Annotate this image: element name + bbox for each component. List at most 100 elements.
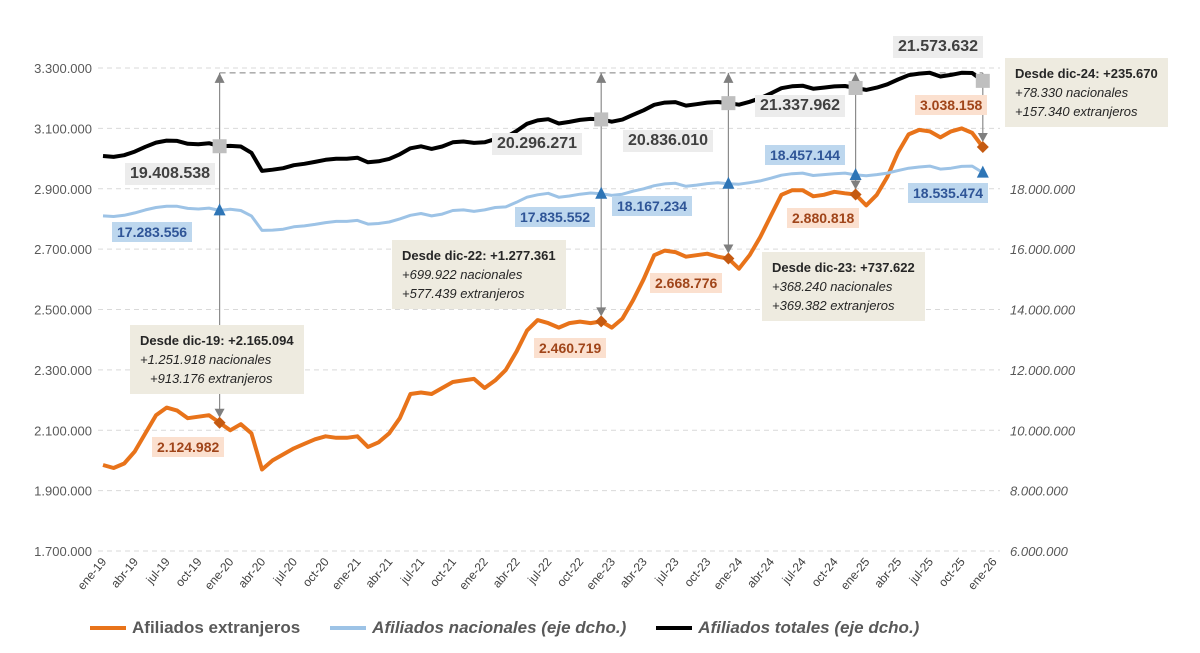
label-ext-dic24: 2.880.818 xyxy=(787,208,860,228)
label-nac-dic19: 17.283.556 xyxy=(112,222,193,242)
x-tick-label: abr-20 xyxy=(235,555,268,591)
left-tick-label: 3.100.000 xyxy=(34,121,92,136)
annotation-ext: +157.340 extranjeros xyxy=(1015,104,1138,119)
legend-swatch xyxy=(656,626,693,630)
marker-extranjeros xyxy=(976,141,989,154)
right-tick-label: 14.000.000 xyxy=(1010,303,1076,318)
x-tick-label: ene-26 xyxy=(965,555,1000,593)
series-line-totales xyxy=(102,70,984,173)
x-tick-label: oct-25 xyxy=(936,555,968,590)
marker-totales xyxy=(975,73,990,88)
annotation-dic24: Desde dic-24: +235.670 +78.330 nacionale… xyxy=(1005,58,1168,127)
right-tick-label: 10.000.000 xyxy=(1010,423,1076,438)
x-tick-label: oct-20 xyxy=(300,555,332,590)
arrow-head-down xyxy=(850,180,861,190)
right-tick-label: 16.000.000 xyxy=(1010,242,1076,257)
left-tick-label: 1.700.000 xyxy=(34,544,92,559)
x-tick-label: ene-25 xyxy=(838,555,873,593)
legend-item-totales: Afiliados totales (eje dcho.) xyxy=(656,618,919,638)
label-ext-dic19: 2.124.982 xyxy=(152,437,225,457)
x-tick-label: jul-23 xyxy=(651,555,681,587)
label-total-dic22: 20.296.271 xyxy=(492,133,583,155)
label-total-dic25: 21.573.632 xyxy=(893,36,984,58)
annotation-title: Desde dic-24: +235.670 xyxy=(1015,66,1158,81)
legend-item-extranjeros: Afiliados extranjeros xyxy=(90,618,300,638)
marker-extranjeros xyxy=(595,315,608,328)
arrow-head-up xyxy=(723,72,734,83)
marker-totales xyxy=(848,80,863,95)
right-tick-label: 12.000.000 xyxy=(1010,363,1076,378)
arrow-head-down xyxy=(723,244,734,254)
annotation-nac: +368.240 nacionales xyxy=(772,279,893,294)
left-tick-label: 2.700.000 xyxy=(34,242,92,257)
legend-swatch xyxy=(330,626,367,630)
label-ext-dic25: 3.038.158 xyxy=(915,95,988,115)
x-tick-label: abr-25 xyxy=(871,555,904,591)
annotation-dic19: Desde dic-19: +2.165.094 +1.251.918 naci… xyxy=(130,325,304,394)
x-tick-label: jul-24 xyxy=(779,555,809,587)
marker-nacionales xyxy=(213,203,226,216)
label-nac-dic24: 18.457.144 xyxy=(765,145,846,165)
marker-extranjeros xyxy=(722,252,735,265)
annotation-nac: +699.922 nacionales xyxy=(402,267,523,282)
marker-nacionales xyxy=(595,186,608,199)
left-tick-label: 2.300.000 xyxy=(34,363,92,378)
x-tick-label: abr-23 xyxy=(617,555,650,591)
x-tick-label: ene-24 xyxy=(711,555,746,593)
annotation-title: Desde dic-22: +1.277.361 xyxy=(402,248,556,263)
x-tick-label: abr-22 xyxy=(490,555,523,591)
label-total-dic19: 19.408.538 xyxy=(125,163,216,185)
marker-extranjeros xyxy=(849,188,862,201)
legend-label: Afiliados totales (eje dcho.) xyxy=(698,618,920,637)
left-tick-label: 2.500.000 xyxy=(34,303,92,318)
right-tick-label: 6.000.000 xyxy=(1010,544,1069,559)
annotation-title: Desde dic-23: +737.622 xyxy=(772,260,915,275)
x-tick-label: ene-20 xyxy=(202,555,237,593)
marker-nacionales xyxy=(976,165,989,178)
x-tick-label: abr-24 xyxy=(744,555,777,591)
label-nac-dic23: 18.167.234 xyxy=(612,196,693,216)
annotation-title: Desde dic-19: +2.165.094 xyxy=(140,333,294,348)
marker-nacionales xyxy=(849,167,862,180)
annotation-nac: +1.251.918 nacionales xyxy=(140,352,272,367)
arrow-head-up xyxy=(596,72,607,83)
series-line-extranjeros xyxy=(102,126,985,472)
marker-extranjeros xyxy=(213,416,226,429)
right-tick-label: 18.000.000 xyxy=(1010,182,1076,197)
x-tick-label: ene-19 xyxy=(75,555,110,593)
label-nac-dic22: 17.835.552 xyxy=(515,207,596,227)
legend: Afiliados extranjeros Afiliados nacional… xyxy=(90,618,949,638)
arrow-head-down xyxy=(596,307,607,317)
annotation-dic22: Desde dic-22: +1.277.361 +699.922 nacion… xyxy=(392,240,566,309)
legend-item-nacionales: Afiliados nacionales (eje dcho.) xyxy=(330,618,626,638)
left-tick-label: 2.900.000 xyxy=(34,182,92,197)
x-tick-label: ene-23 xyxy=(583,555,618,593)
left-tick-label: 3.300.000 xyxy=(34,61,92,76)
x-tick-label: oct-21 xyxy=(427,555,459,590)
x-tick-label: jul-20 xyxy=(270,555,300,587)
series-line-nacionales xyxy=(102,164,984,232)
x-tick-label: jul-21 xyxy=(397,555,427,587)
x-tick-label: abr-21 xyxy=(362,555,395,591)
arrow-head-down xyxy=(214,408,225,418)
label-ext-dic23: 2.668.776 xyxy=(650,273,723,293)
marker-totales xyxy=(594,112,609,127)
x-tick-label: ene-21 xyxy=(329,555,364,593)
left-tick-label: 2.100.000 xyxy=(34,423,92,438)
annotation-ext: +913.176 extranjeros xyxy=(150,371,273,386)
marker-nacionales xyxy=(722,176,735,189)
annotation-dic23: Desde dic-23: +737.622 +368.240 nacional… xyxy=(762,252,925,321)
label-total-dic23: 20.836.010 xyxy=(623,130,714,152)
x-tick-label: jul-22 xyxy=(524,555,554,587)
x-tick-label: ene-22 xyxy=(456,555,491,593)
legend-label: Afiliados extranjeros xyxy=(132,618,301,637)
annotation-ext: +369.382 extranjeros xyxy=(772,298,895,313)
legend-swatch xyxy=(90,626,126,630)
x-tick-label: oct-22 xyxy=(554,555,586,590)
x-tick-label: oct-19 xyxy=(173,555,205,590)
marker-totales xyxy=(212,139,227,154)
arrow-head-up xyxy=(850,72,861,83)
annotation-nac: +78.330 nacionales xyxy=(1015,85,1129,100)
